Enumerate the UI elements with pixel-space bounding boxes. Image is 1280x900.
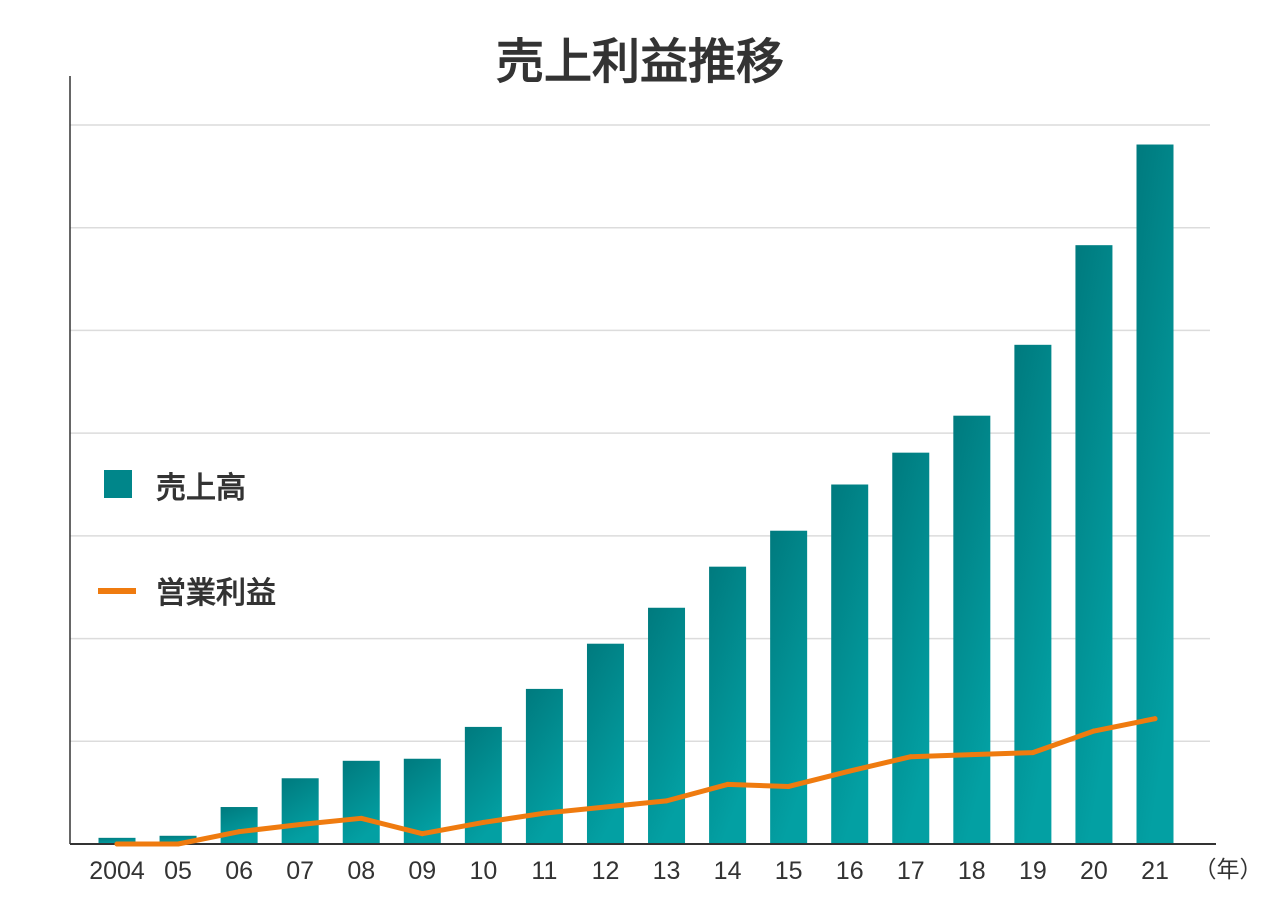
x-tick-label: 08 <box>347 857 375 885</box>
bar <box>586 643 624 844</box>
x-tick-label: 16 <box>836 857 864 885</box>
gridlines <box>70 124 1210 743</box>
legend-label-sales: 売上高 <box>156 471 246 506</box>
x-tick-label: 21 <box>1141 857 1169 885</box>
bar <box>281 778 319 844</box>
bar <box>98 837 136 844</box>
legend-label-profit: 営業利益 <box>156 576 276 611</box>
line-point <box>541 810 547 816</box>
bar <box>709 566 747 844</box>
bar <box>1014 344 1052 844</box>
bar <box>892 452 930 844</box>
x-tick-label: 2004 <box>89 857 145 885</box>
bar <box>953 415 991 844</box>
x-tick-label: 18 <box>958 857 986 885</box>
legend: 売上高 営業利益 <box>98 470 276 611</box>
operating-profit-line <box>114 716 1158 847</box>
bar <box>220 807 258 844</box>
line-point <box>1152 716 1158 722</box>
bar <box>1075 245 1113 844</box>
line-point <box>725 781 731 787</box>
line-point <box>1091 728 1097 734</box>
line-point <box>1030 750 1036 756</box>
x-tick-labels: 2004 05 06 07 08 09 10 11 12 13 14 15 16 17 18 19 20 21 <box>89 857 1169 885</box>
line-point <box>419 831 425 837</box>
line-point <box>602 804 608 810</box>
x-tick-label: 13 <box>653 857 681 885</box>
line-point <box>480 819 486 825</box>
x-tick-label: 20 <box>1080 857 1108 885</box>
x-tick-label: 14 <box>714 857 742 885</box>
line-point <box>969 752 975 758</box>
x-tick-label: 17 <box>897 857 925 885</box>
line-series <box>114 716 1158 847</box>
bar <box>1136 144 1174 844</box>
line-point <box>908 754 914 760</box>
bar <box>831 484 869 844</box>
bar <box>525 688 563 844</box>
x-tick-label: 12 <box>592 857 620 885</box>
line-point <box>114 841 120 847</box>
bar-series <box>98 144 1174 844</box>
line-point <box>847 768 853 774</box>
bar <box>342 760 380 844</box>
x-tick-label: 07 <box>286 857 314 885</box>
x-tick-label: 15 <box>775 857 803 885</box>
line-point <box>358 815 364 821</box>
bar <box>648 607 686 844</box>
x-tick-label: 11 <box>531 857 557 885</box>
x-tick-label: 05 <box>164 857 192 885</box>
chart-title: 売上利益推移 <box>496 34 784 90</box>
line-point <box>297 821 303 827</box>
bar <box>770 530 808 844</box>
line-point <box>664 798 670 804</box>
line-point <box>175 841 181 847</box>
x-tick-label: 06 <box>225 857 253 885</box>
x-tick-label: 10 <box>469 857 497 885</box>
line-point <box>236 829 242 835</box>
x-unit-label: （年） <box>1194 857 1263 883</box>
x-tick-label: 19 <box>1019 857 1047 885</box>
x-tick-label: 09 <box>408 857 436 885</box>
legend-swatch-sales <box>104 470 132 498</box>
bar <box>159 835 197 844</box>
line-point <box>786 783 792 789</box>
